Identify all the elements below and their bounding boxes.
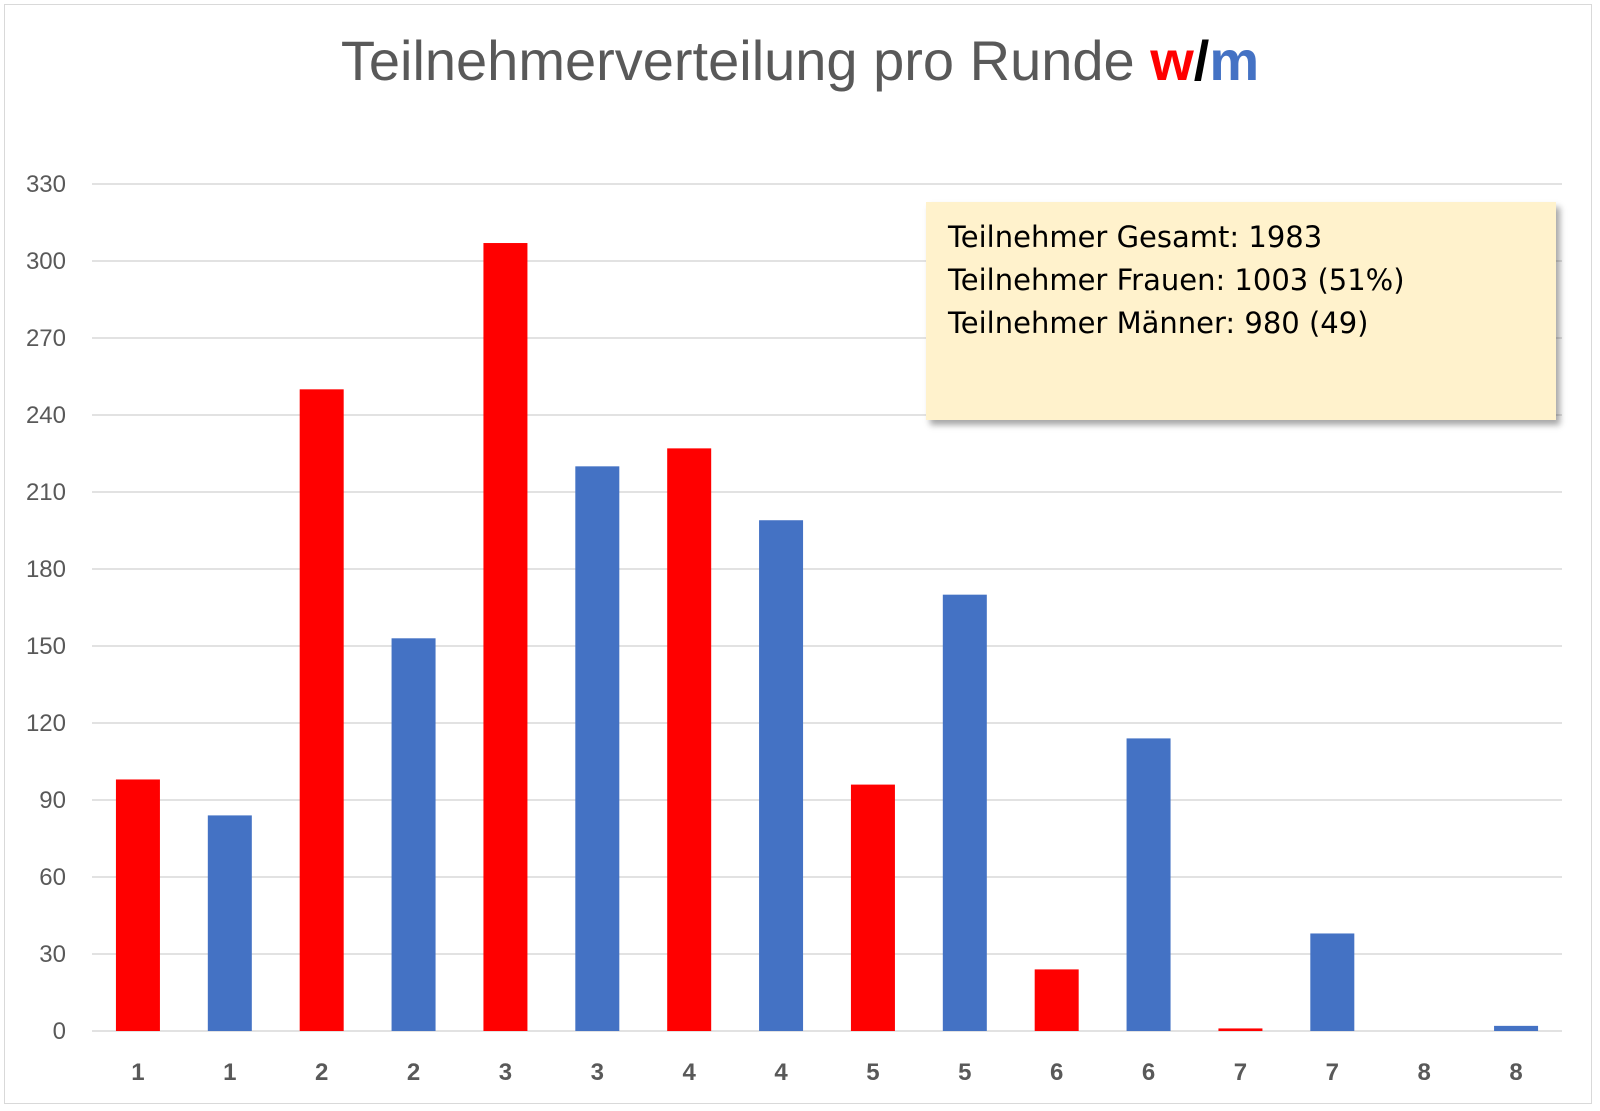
x-tick-label: 8 [1509, 1059, 1522, 1086]
y-tick-label: 150 [26, 633, 66, 660]
bar [1126, 738, 1171, 1031]
bar [483, 243, 528, 1032]
bar [115, 779, 160, 1031]
bar [942, 594, 987, 1031]
x-tick-label: 6 [1142, 1059, 1155, 1086]
bar [299, 389, 344, 1031]
x-tick-label: 1 [223, 1059, 236, 1086]
x-tick-label: 3 [499, 1059, 512, 1086]
x-tick-label: 4 [683, 1059, 697, 1086]
bar [1218, 1028, 1263, 1031]
info-box: Teilnehmer Gesamt: 1983 Teilnehmer Fraue… [926, 202, 1556, 420]
y-tick-label: 120 [26, 710, 66, 737]
bar [575, 466, 620, 1031]
info-total: Teilnehmer Gesamt: 1983 [948, 220, 1323, 254]
y-tick-label: 30 [39, 941, 66, 968]
x-tick-label: 5 [958, 1059, 971, 1086]
x-tick-label: 8 [1418, 1059, 1431, 1086]
y-tick-label: 90 [39, 787, 66, 814]
bar [1310, 933, 1355, 1031]
bar [667, 448, 712, 1031]
y-tick-label: 0 [53, 1018, 66, 1045]
y-tick-label: 300 [26, 248, 66, 275]
y-axis-ticks: 0 30 60 90 120 150 180 210 240 270 300 330 [26, 171, 66, 1045]
y-tick-label: 330 [26, 171, 66, 198]
x-tick-label: 4 [774, 1059, 788, 1086]
x-tick-label: 7 [1234, 1059, 1247, 1086]
y-tick-label: 270 [26, 325, 66, 352]
chart-title-main: Teilnehmerverteilung pro Runde [340, 29, 1151, 92]
chart-title: Teilnehmerverteilung pro Runde w/m [0, 28, 1600, 93]
x-tick-label: 6 [1050, 1059, 1063, 1086]
x-axis-ticks: 1 1 2 2 3 3 4 4 5 5 6 6 7 7 8 8 [131, 1059, 1522, 1086]
y-tick-label: 60 [39, 864, 66, 891]
x-tick-label: 3 [591, 1059, 604, 1086]
bar [391, 638, 436, 1031]
bar [759, 520, 804, 1031]
bar [850, 784, 895, 1031]
x-tick-label: 7 [1326, 1059, 1339, 1086]
chart-title-m: m [1209, 29, 1260, 92]
y-tick-label: 210 [26, 479, 66, 506]
bar [1034, 969, 1079, 1031]
info-men: Teilnehmer Männer: 980 (49) [948, 306, 1369, 340]
x-tick-label: 5 [866, 1059, 879, 1086]
chart-title-slash: / [1193, 29, 1210, 92]
x-tick-label: 2 [315, 1059, 328, 1086]
y-tick-label: 180 [26, 556, 66, 583]
y-tick-label: 240 [26, 402, 66, 429]
x-tick-label: 1 [131, 1059, 144, 1086]
bar [207, 815, 252, 1031]
x-tick-label: 2 [407, 1059, 420, 1086]
info-women: Teilnehmer Frauen: 1003 (51%) [948, 263, 1405, 297]
bars [115, 243, 1539, 1032]
bar [1494, 1025, 1539, 1031]
chart-title-w: w [1150, 29, 1194, 92]
